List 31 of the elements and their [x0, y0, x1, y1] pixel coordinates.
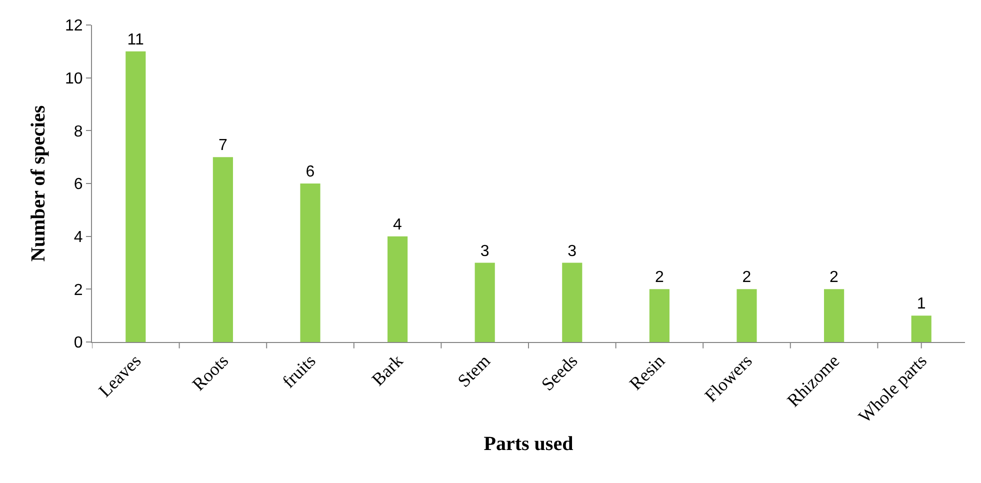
- bar: [649, 289, 670, 342]
- data-label: 11: [127, 31, 144, 48]
- bar: [824, 289, 844, 342]
- y-tick-label: 2: [74, 282, 83, 299]
- data-label: 3: [568, 242, 577, 260]
- bar: [474, 262, 495, 342]
- data-label: 2: [742, 269, 752, 286]
- data-label: 1: [916, 296, 926, 313]
- data-label: 2: [830, 269, 839, 286]
- y-tick-label: 10: [65, 70, 83, 88]
- y-tick-label: 4: [74, 228, 83, 246]
- bar: [911, 316, 932, 342]
- bar: [300, 184, 320, 342]
- y-axis-title: Number of species: [28, 105, 50, 262]
- y-tick-label: 12: [65, 18, 83, 35]
- data-label: 4: [393, 216, 402, 234]
- data-label: 3: [480, 242, 490, 260]
- x-axis-title: Parts used: [484, 433, 574, 456]
- bar: [212, 157, 233, 342]
- y-tick-label: 8: [74, 123, 83, 140]
- bar: [126, 51, 146, 342]
- bar: [562, 262, 582, 342]
- y-tick-label: 0: [74, 334, 83, 352]
- data-label: 2: [654, 269, 664, 286]
- bar: [388, 236, 408, 342]
- data-label: 7: [218, 137, 228, 154]
- data-label: 6: [306, 164, 315, 180]
- x-tick-label: Bark: [368, 350, 407, 390]
- y-tick-label: 6: [74, 176, 83, 194]
- bar: [736, 289, 757, 342]
- x-tick-label: Stem: [454, 350, 494, 391]
